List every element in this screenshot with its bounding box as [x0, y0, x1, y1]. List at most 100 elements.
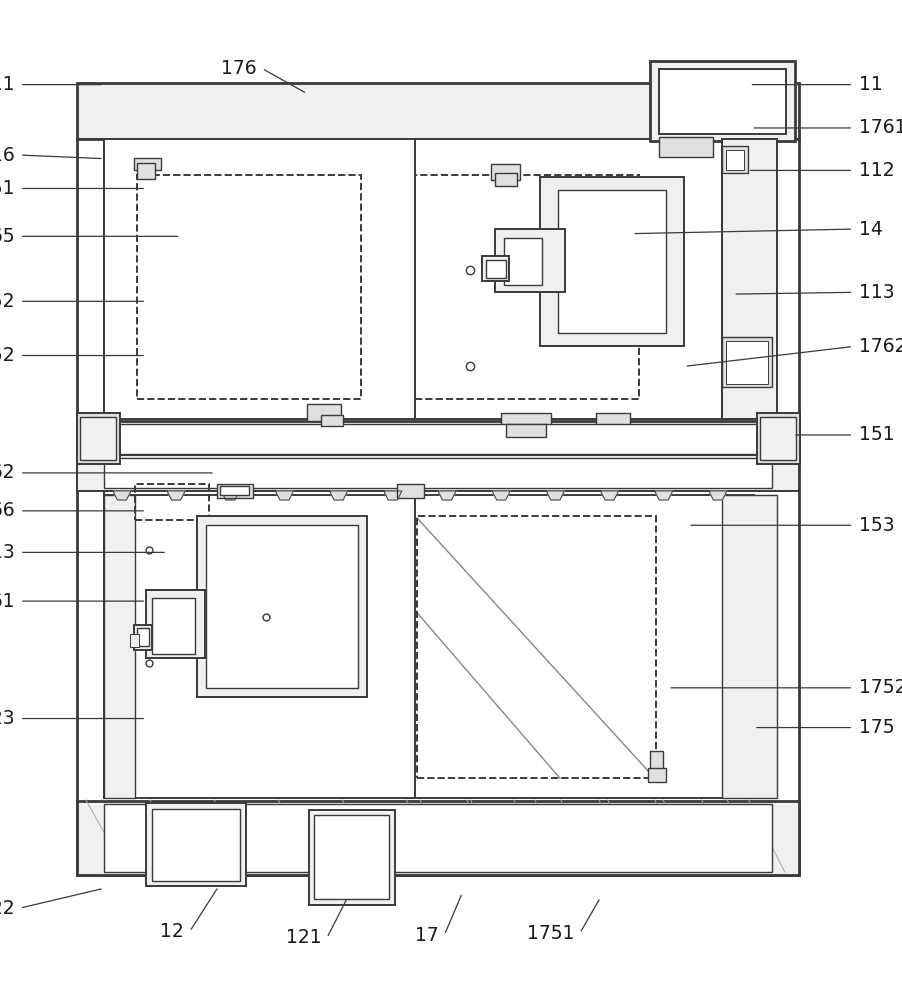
- Text: 1652: 1652: [0, 292, 14, 311]
- Polygon shape: [167, 491, 185, 500]
- Bar: [216, 484, 253, 498]
- Bar: [137, 175, 361, 399]
- Bar: [482, 256, 509, 281]
- Bar: [725, 341, 768, 384]
- Bar: [314, 815, 389, 899]
- Bar: [133, 625, 152, 650]
- Bar: [104, 495, 135, 798]
- Bar: [137, 628, 149, 646]
- Text: 153: 153: [858, 516, 893, 535]
- Bar: [77, 83, 798, 139]
- Text: 13: 13: [0, 543, 14, 562]
- Bar: [539, 177, 684, 346]
- Bar: [503, 238, 541, 285]
- Text: 17: 17: [415, 926, 438, 945]
- Bar: [197, 516, 366, 697]
- Bar: [104, 804, 771, 872]
- Bar: [415, 175, 639, 399]
- Polygon shape: [437, 491, 456, 500]
- Text: 123: 123: [0, 709, 14, 728]
- Text: 1762: 1762: [858, 337, 902, 356]
- Bar: [722, 139, 776, 419]
- Bar: [152, 598, 195, 654]
- Bar: [505, 424, 546, 437]
- Bar: [557, 190, 666, 333]
- Text: 1651: 1651: [0, 179, 14, 198]
- Polygon shape: [492, 491, 510, 500]
- Bar: [595, 413, 630, 426]
- Bar: [320, 415, 343, 426]
- Bar: [415, 139, 753, 419]
- Bar: [649, 61, 794, 141]
- Text: 121: 121: [286, 928, 321, 947]
- Polygon shape: [383, 491, 401, 500]
- Bar: [77, 421, 798, 457]
- Bar: [133, 158, 161, 170]
- Bar: [104, 139, 415, 419]
- Bar: [494, 173, 516, 186]
- Text: 166: 166: [0, 501, 14, 520]
- Text: 1662: 1662: [0, 463, 14, 482]
- Text: 14: 14: [858, 220, 881, 239]
- Text: 11: 11: [858, 75, 881, 94]
- Bar: [104, 424, 771, 454]
- Text: 112: 112: [858, 161, 893, 180]
- Text: 1761: 1761: [858, 118, 902, 137]
- Bar: [307, 404, 341, 421]
- Polygon shape: [546, 491, 564, 500]
- Bar: [756, 413, 799, 464]
- Bar: [308, 810, 394, 905]
- Polygon shape: [708, 491, 726, 500]
- Polygon shape: [221, 491, 239, 500]
- Text: 113: 113: [858, 283, 893, 302]
- Bar: [415, 495, 753, 798]
- Text: 12: 12: [161, 922, 184, 941]
- Text: 175: 175: [858, 718, 893, 737]
- Bar: [137, 163, 155, 179]
- Bar: [80, 417, 116, 460]
- Polygon shape: [329, 491, 347, 500]
- Bar: [77, 139, 798, 875]
- Text: 152: 152: [0, 346, 14, 365]
- Text: 111: 111: [0, 75, 14, 94]
- Bar: [491, 164, 520, 180]
- Bar: [494, 229, 565, 292]
- Bar: [417, 516, 656, 778]
- Text: 1661: 1661: [0, 592, 14, 611]
- Bar: [722, 337, 771, 387]
- Bar: [146, 590, 205, 658]
- Bar: [485, 260, 505, 278]
- Polygon shape: [275, 491, 293, 500]
- Bar: [77, 413, 120, 464]
- Bar: [206, 525, 357, 688]
- Polygon shape: [600, 491, 618, 500]
- Text: 1752: 1752: [858, 678, 902, 697]
- Bar: [77, 455, 798, 491]
- Bar: [658, 69, 785, 134]
- Bar: [220, 486, 249, 495]
- Bar: [501, 413, 550, 426]
- Bar: [725, 150, 743, 170]
- Bar: [146, 803, 245, 886]
- Text: 16: 16: [0, 146, 14, 165]
- Bar: [104, 458, 771, 488]
- Bar: [77, 801, 798, 875]
- Text: 165: 165: [0, 227, 14, 246]
- Text: 176: 176: [221, 59, 256, 78]
- Bar: [152, 809, 240, 881]
- Polygon shape: [654, 491, 672, 500]
- Text: 1751: 1751: [526, 924, 574, 943]
- Bar: [722, 495, 776, 798]
- Bar: [658, 137, 713, 157]
- Bar: [649, 751, 662, 778]
- Polygon shape: [113, 491, 131, 500]
- Bar: [759, 417, 796, 460]
- Bar: [130, 634, 139, 647]
- Text: 122: 122: [0, 899, 14, 918]
- Bar: [722, 146, 747, 173]
- Bar: [397, 484, 424, 498]
- Bar: [648, 768, 666, 782]
- Text: 151: 151: [858, 425, 893, 444]
- Bar: [104, 495, 415, 798]
- Bar: [135, 484, 209, 520]
